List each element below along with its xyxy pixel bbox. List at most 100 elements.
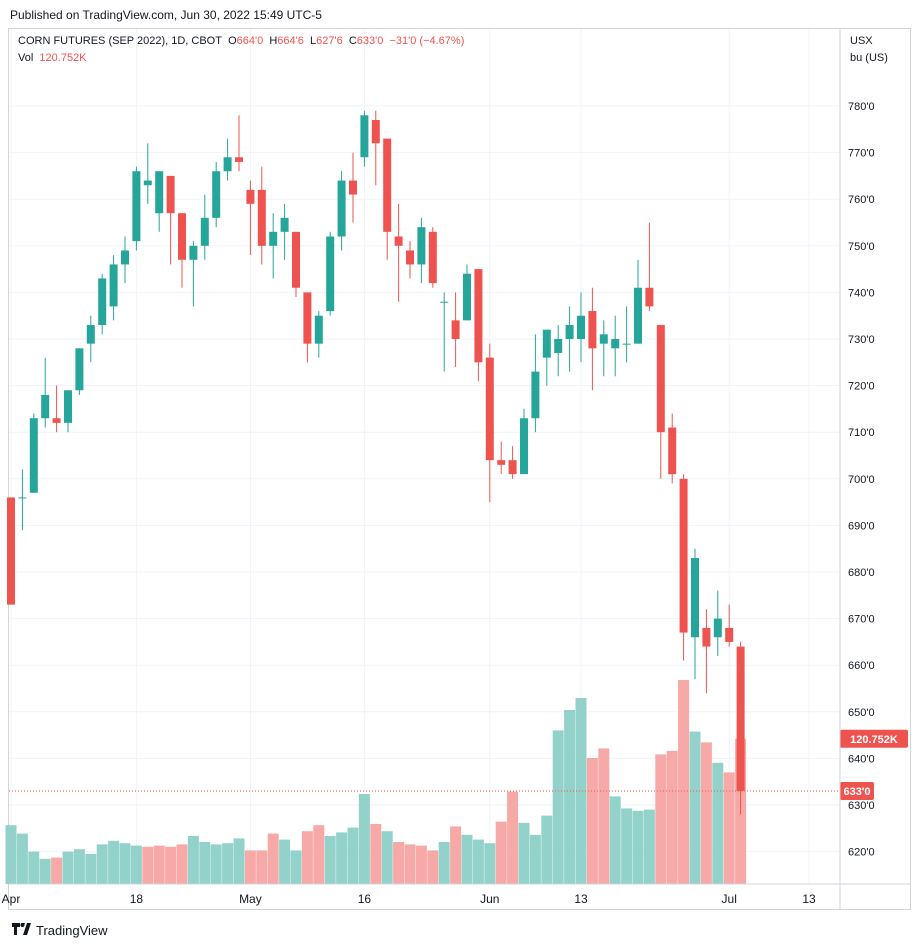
candle-body [679, 478, 688, 633]
candle-body [269, 231, 278, 246]
y-tick-label: 780'0 [848, 101, 875, 113]
volume-bar [358, 794, 370, 884]
candle-body [75, 348, 84, 391]
volume-bar [5, 825, 17, 884]
candle-body [428, 231, 437, 284]
volume-bar [142, 846, 154, 884]
low-value: 627'6 [316, 35, 343, 47]
x-tick-label: 13 [574, 892, 588, 906]
candle-body [337, 180, 346, 237]
candle-body [577, 315, 585, 339]
volume-bar [165, 846, 177, 884]
candle-body [565, 325, 574, 339]
close-value: 633'0 [356, 35, 384, 47]
candle-body [280, 217, 289, 232]
volume-bar [267, 833, 279, 884]
x-tick-label: 13 [802, 892, 816, 906]
candle-body [303, 292, 312, 344]
volume-bar [256, 850, 268, 884]
candle-body [463, 273, 471, 321]
candle-body [736, 646, 745, 792]
volume-bar [393, 842, 405, 884]
candle-body [611, 339, 620, 349]
candle-body [485, 357, 494, 461]
y-tick-label: 720'0 [848, 381, 875, 393]
volume-bar [541, 815, 553, 884]
candle-body [691, 558, 699, 638]
volume-bar [438, 842, 450, 884]
candle-body [235, 157, 243, 162]
volume-bar [119, 843, 131, 884]
tradingview-logo-icon [12, 921, 32, 938]
volume-bar [461, 834, 473, 884]
volume-bar [472, 839, 484, 884]
volume-bar [96, 844, 108, 884]
volume-bar [689, 731, 701, 884]
volume-bar [678, 680, 690, 884]
y-tick-label: 740'0 [848, 287, 875, 299]
candle-body [508, 460, 517, 475]
candle-body [292, 231, 300, 288]
volume-bar [632, 810, 644, 884]
volume-bar [415, 845, 427, 884]
low-label: L [310, 35, 317, 47]
volume-label: Vol [18, 52, 34, 64]
volume-bar [484, 843, 496, 884]
volume-bar [130, 845, 142, 884]
volume-bar [427, 850, 439, 884]
candle-body [713, 618, 722, 638]
overlay: 120.752K 633'0 [9, 729, 908, 801]
unit-label: bu (US) [850, 52, 888, 64]
volume-bar [51, 857, 63, 884]
y-tick-label: 650'0 [848, 707, 875, 719]
candle-body [98, 278, 107, 326]
x-tick-label: Apr [2, 892, 21, 906]
high-label: H [269, 35, 278, 47]
volume-bar [621, 808, 633, 884]
candle-body [349, 180, 357, 195]
tradingview-logo[interactable]: TradingView [12, 921, 108, 938]
candle-body [52, 418, 61, 423]
candle-body [64, 390, 72, 423]
candle-body [440, 301, 449, 303]
x-tick-label: May [239, 892, 262, 906]
volume-bar [16, 833, 28, 884]
candle-body [668, 427, 677, 475]
candle-body [394, 236, 403, 246]
candle-body [554, 339, 563, 353]
candle-body [497, 460, 506, 465]
candle-body [634, 287, 642, 344]
candle-body [622, 343, 631, 345]
candle-body [417, 227, 426, 265]
open-value: 664'0 [236, 35, 264, 47]
volume-bar [313, 825, 325, 884]
candle-body [451, 320, 460, 339]
x-tick-label: 18 [130, 892, 144, 906]
volume-bar [609, 796, 621, 884]
tradingview-logo-text: TradingView [36, 922, 108, 938]
y-tick-label: 680'0 [848, 567, 875, 579]
volume-bar [712, 762, 724, 884]
open-label: O [228, 35, 237, 47]
volume-badge-text: 120.752K [850, 734, 898, 746]
candle-body [406, 250, 414, 265]
volume-bar [655, 754, 667, 884]
volume-bar [85, 854, 97, 884]
volume-badge [840, 729, 908, 748]
price-badge-text: 633'0 [843, 786, 870, 798]
volume-bar [381, 831, 393, 884]
volume-bar [39, 858, 51, 884]
x-tick-label: Jun [480, 892, 499, 906]
currency-label: USX [850, 35, 873, 47]
volume-bar [244, 850, 256, 884]
y-tick-label: 700'0 [848, 474, 875, 486]
candle-body [725, 627, 734, 642]
volume-bar [370, 824, 382, 884]
chart-frame [8, 28, 911, 910]
candle-body [326, 236, 335, 312]
volume-bar [507, 791, 519, 884]
time-axis: Apr 18 May 16 Jun 13 Jul 13 [2, 883, 911, 906]
volume-value: 120.752K [39, 52, 87, 64]
volume-bar [210, 844, 222, 884]
